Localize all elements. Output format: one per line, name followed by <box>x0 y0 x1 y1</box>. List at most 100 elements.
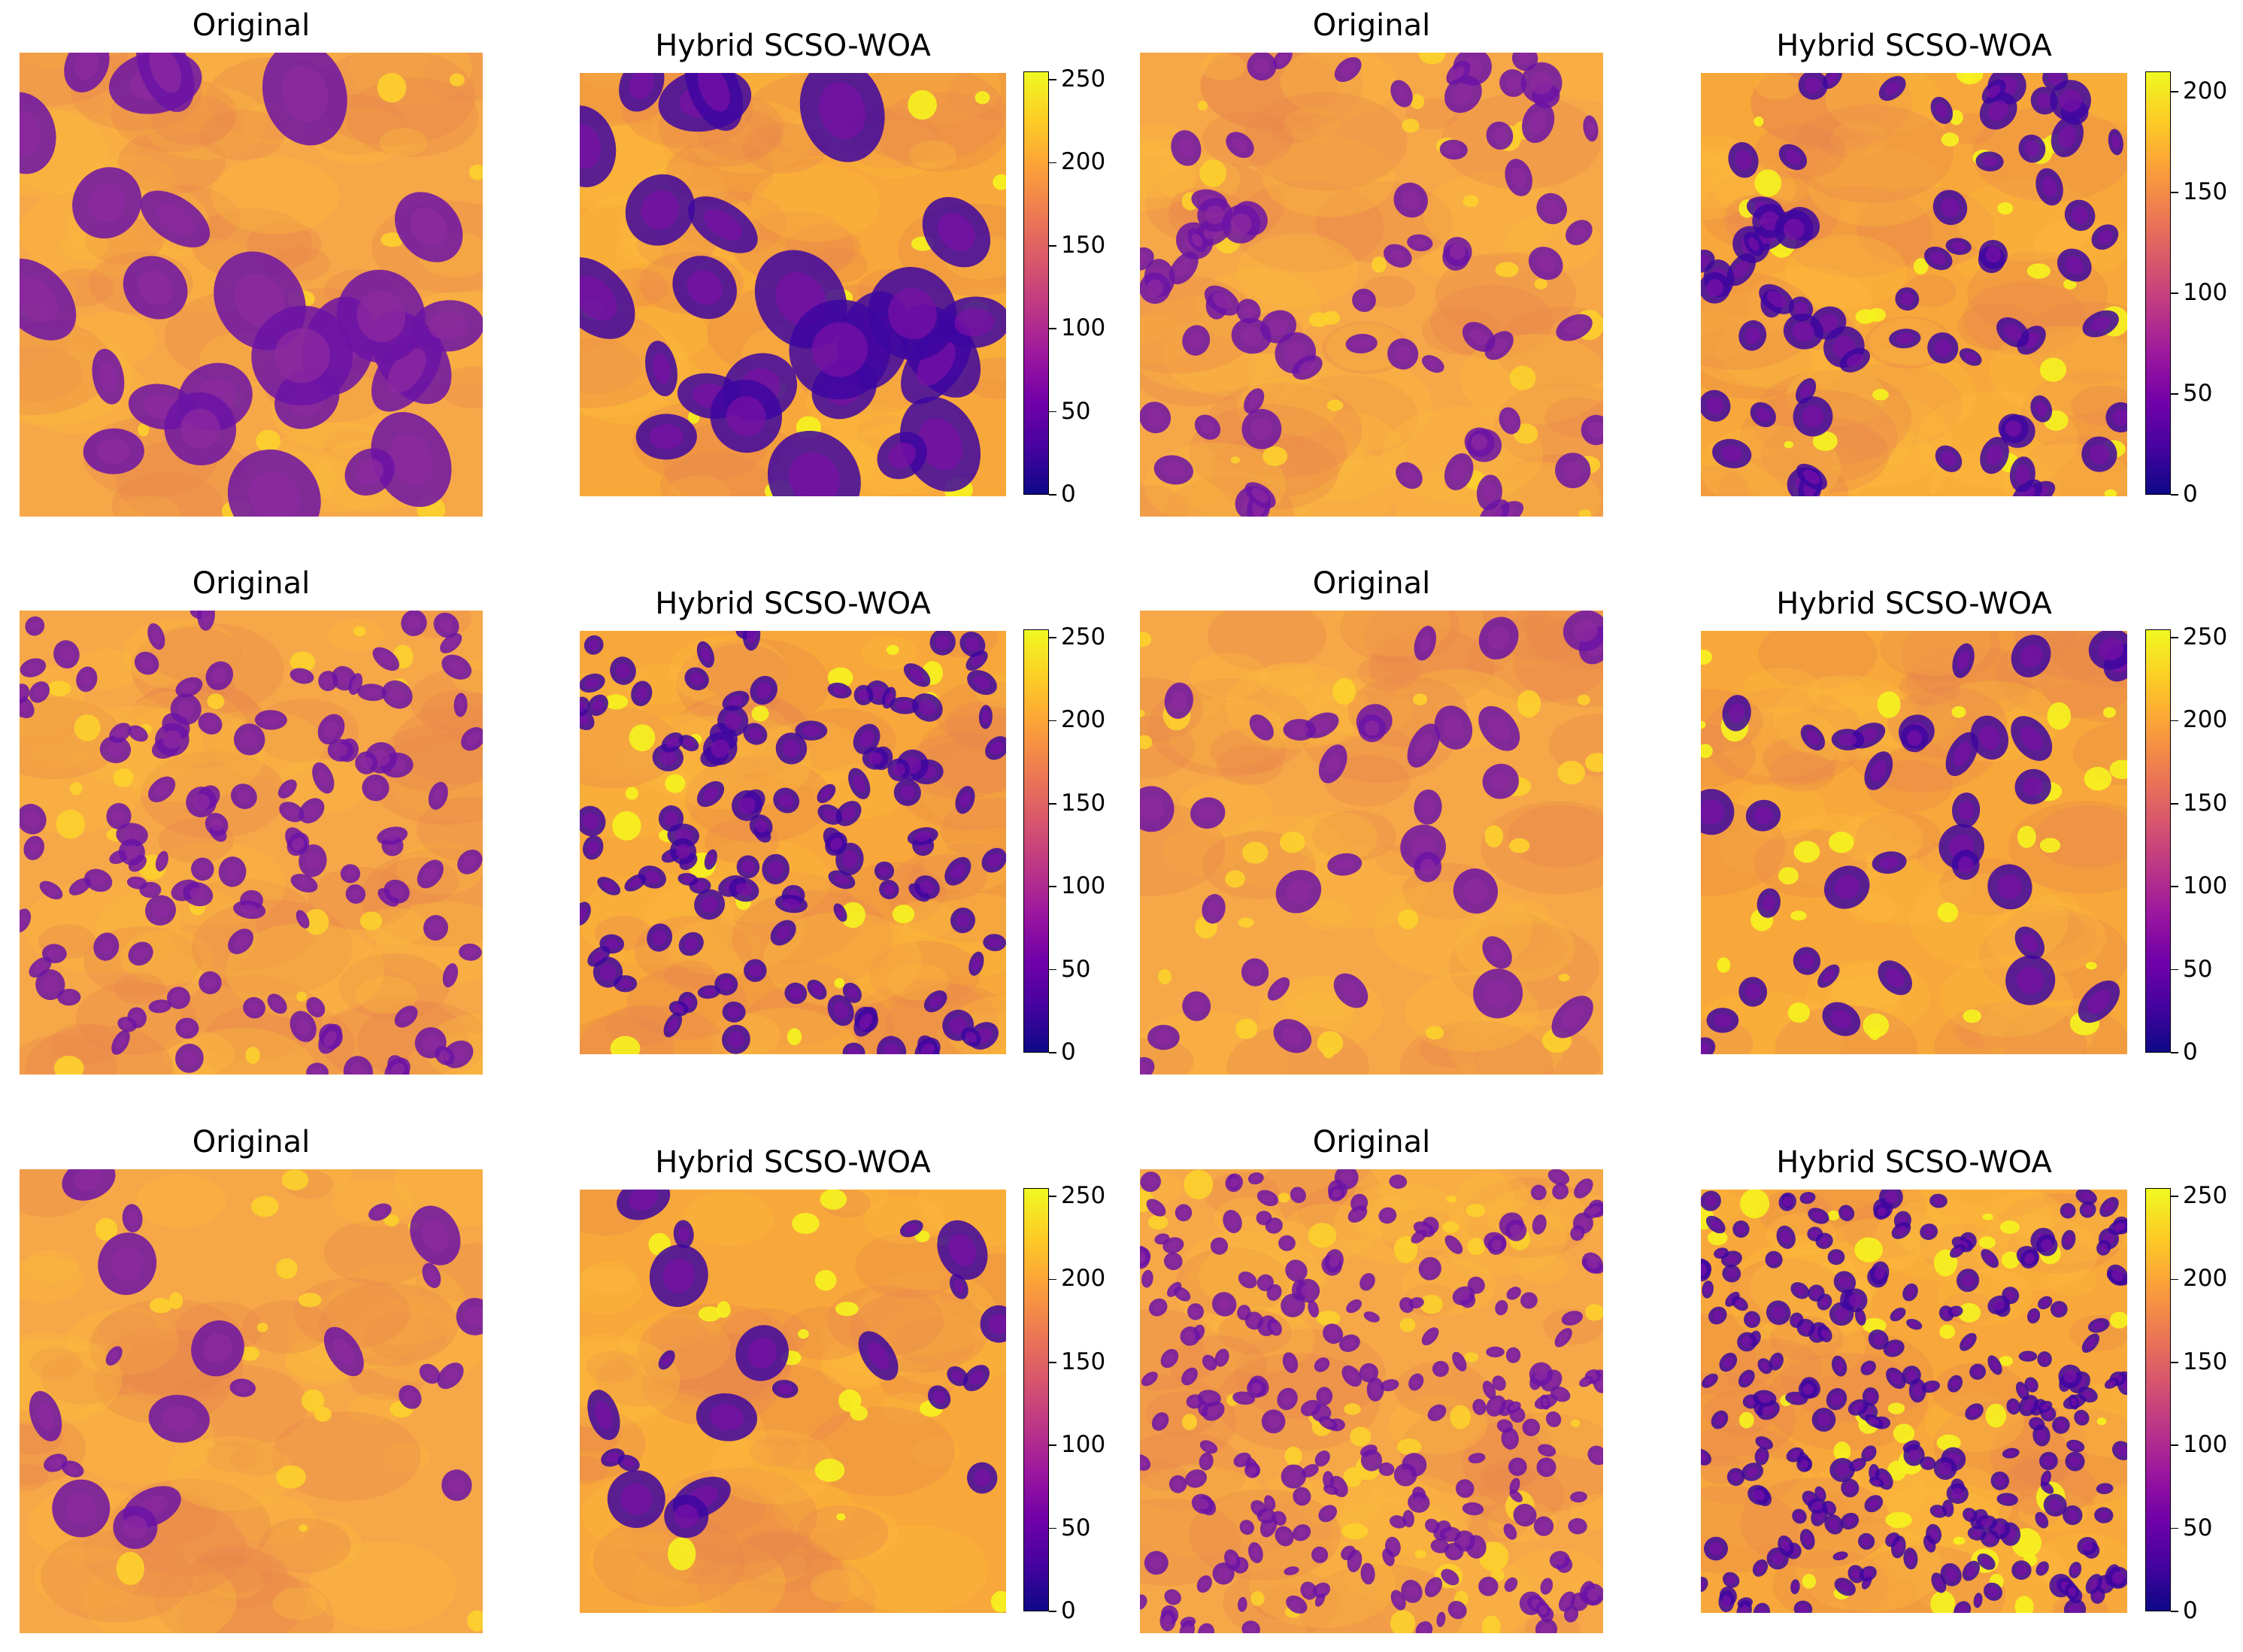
original-title: Original <box>1312 8 1431 43</box>
colorbar-tick-label: 0 <box>2183 480 2198 508</box>
colorbar-tick-label: 200 <box>2183 706 2228 734</box>
colorbar-tick <box>1049 162 1056 164</box>
colorbar-tick-label: 200 <box>2183 77 2228 105</box>
original-title: Original <box>1312 566 1431 601</box>
original-image <box>1140 1169 1603 1633</box>
enhanced-title: Hybrid SCSO-WOA <box>655 587 931 621</box>
enhanced-title: Hybrid SCSO-WOA <box>655 1145 931 1180</box>
colorbar-tick-label: 100 <box>2183 872 2228 900</box>
colorbar-tick-label: 250 <box>2183 623 2228 651</box>
colorbar-tick <box>1049 968 1056 971</box>
colorbar-tick <box>2171 192 2178 193</box>
enhanced-image <box>1701 1190 2127 1613</box>
colorbar-tick <box>2171 968 2178 971</box>
colorbar-tick-label: 150 <box>1061 231 1106 259</box>
colorbar-tick-label: 150 <box>2183 177 2228 205</box>
colorbar <box>2145 629 2171 1053</box>
enhanced-title: Hybrid SCSO-WOA <box>655 29 931 63</box>
enhanced-image <box>1701 631 2127 1054</box>
colorbar-tick-label: 50 <box>1061 1514 1091 1541</box>
colorbar <box>1023 629 1049 1053</box>
colorbar-tick-label: 50 <box>1061 397 1091 425</box>
colorbar <box>2145 1188 2171 1611</box>
colorbar-tick <box>1049 720 1056 722</box>
colorbar-tick-label: 50 <box>2183 379 2213 407</box>
colorbar-tick-label: 0 <box>1061 480 1076 508</box>
colorbar-tick-label: 200 <box>1061 1265 1106 1293</box>
original-image <box>20 611 483 1075</box>
colorbar-tick <box>2171 803 2178 805</box>
colorbar-tick <box>2171 293 2178 294</box>
colorbar-tick-label: 250 <box>2183 1182 2228 1210</box>
colorbar-tick-label: 0 <box>2183 1038 2198 1065</box>
enhanced-image <box>580 1190 1006 1613</box>
colorbar-tick <box>2171 91 2178 92</box>
enhanced-image <box>580 631 1006 1054</box>
colorbar-tick <box>2171 1278 2178 1281</box>
colorbar-tick-label: 100 <box>1061 1431 1106 1459</box>
colorbar-tick <box>1049 79 1056 80</box>
colorbar-tick-label: 150 <box>1061 1347 1106 1375</box>
colorbar-tick-label: 100 <box>2183 278 2228 306</box>
original-image <box>1140 611 1603 1075</box>
colorbar-tick-label: 200 <box>2183 1265 2228 1293</box>
colorbar-tick <box>1049 1527 1056 1529</box>
colorbar-tick-label: 50 <box>2183 1514 2213 1541</box>
colorbar-tick <box>1049 494 1056 496</box>
colorbar-tick-label: 250 <box>1061 65 1106 93</box>
colorbar-tick-label: 100 <box>2183 1431 2228 1459</box>
enhanced-image <box>1701 73 2127 496</box>
original-image <box>20 1169 483 1633</box>
colorbar-tick <box>2171 1444 2178 1446</box>
original-image <box>1140 53 1603 517</box>
colorbar-tick-label: 150 <box>2183 1347 2228 1375</box>
enhanced-title: Hybrid SCSO-WOA <box>1776 587 2052 621</box>
colorbar-tick <box>1049 1611 1056 1612</box>
colorbar-tick <box>2171 393 2178 395</box>
original-title: Original <box>192 1125 311 1159</box>
colorbar-tick-label: 50 <box>1061 955 1091 983</box>
colorbar-tick-label: 100 <box>1061 314 1106 342</box>
colorbar <box>1023 71 1049 495</box>
enhanced-image <box>580 73 1006 496</box>
enhanced-title: Hybrid SCSO-WOA <box>1776 1145 2052 1180</box>
original-title: Original <box>192 8 311 43</box>
colorbar-tick <box>1049 1444 1056 1446</box>
colorbar-tick <box>2171 494 2178 496</box>
colorbar-tick-label: 0 <box>1061 1038 1076 1065</box>
colorbar-tick <box>1049 803 1056 805</box>
original-title: Original <box>192 566 311 601</box>
colorbar-tick <box>2171 1052 2178 1053</box>
colorbar <box>1023 1188 1049 1611</box>
colorbar-tick <box>1049 637 1056 638</box>
colorbar-tick-label: 200 <box>1061 148 1106 176</box>
colorbar-tick <box>1049 1362 1056 1363</box>
original-image <box>20 53 483 517</box>
original-title: Original <box>1312 1125 1431 1159</box>
colorbar-tick <box>2171 637 2178 638</box>
colorbar-tick <box>1049 1278 1056 1281</box>
colorbar-tick <box>1049 1196 1056 1197</box>
colorbar-tick-label: 150 <box>1061 789 1106 817</box>
colorbar-tick <box>1049 886 1056 887</box>
colorbar-tick <box>2171 1196 2178 1197</box>
colorbar-tick <box>2171 1611 2178 1612</box>
enhanced-title: Hybrid SCSO-WOA <box>1776 29 2052 63</box>
colorbar-tick <box>1049 411 1056 413</box>
colorbar-tick <box>2171 720 2178 722</box>
colorbar-tick <box>2171 886 2178 887</box>
colorbar-tick-label: 250 <box>1061 1182 1106 1210</box>
colorbar-tick-label: 150 <box>2183 789 2228 817</box>
colorbar-tick <box>2171 1527 2178 1529</box>
colorbar-tick-label: 200 <box>1061 706 1106 734</box>
colorbar-tick <box>2171 1362 2178 1363</box>
colorbar-tick <box>1049 1052 1056 1053</box>
colorbar-tick-label: 100 <box>1061 872 1106 900</box>
colorbar <box>2145 71 2171 495</box>
colorbar-tick-label: 50 <box>2183 955 2213 983</box>
colorbar-tick-label: 250 <box>1061 623 1106 651</box>
colorbar-tick <box>1049 328 1056 329</box>
colorbar-tick-label: 0 <box>2183 1597 2198 1624</box>
colorbar-tick-label: 0 <box>1061 1597 1076 1624</box>
colorbar-tick <box>1049 245 1056 247</box>
